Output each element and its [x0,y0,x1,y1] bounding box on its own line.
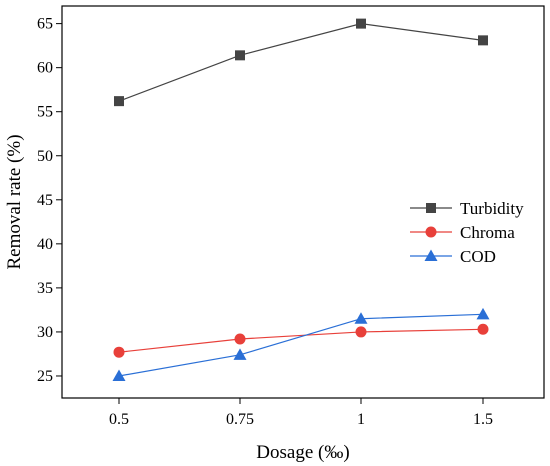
y-axis: 25 30 35 40 45 50 55 60 65 [37,16,62,385]
series-layer [112,18,490,381]
turbidity-line [118,23,484,102]
x-tick-label: 1.5 [473,411,493,428]
chroma-point [113,346,125,358]
chroma-point [355,326,367,338]
y-tick-label: 60 [37,60,53,77]
y-tick-label: 50 [37,148,53,165]
turbidity-point [478,35,488,46]
x-axis: 0.5 0.75 1 1.5 [109,398,493,428]
legend-item-cod: COD [410,247,496,266]
cod-point [354,312,368,324]
turbidity-point [356,18,366,29]
turbidity-point [114,96,124,107]
legend-swatch-marker [425,226,437,238]
chroma-point [477,323,489,335]
legend-item-turbidity: Turbidity [410,199,524,218]
cod-series [112,307,490,381]
x-tick-label: 0.75 [226,411,254,428]
chroma-point [234,333,246,345]
legend-label: COD [460,247,496,266]
cod-point [476,307,490,320]
x-axis-title: Dosage (‰) [256,442,349,463]
chroma-line [118,328,484,353]
y-axis-title: Removal rate (%) [4,134,25,269]
cod-line [118,313,484,377]
turbidity-series [114,18,488,107]
legend-label: Turbidity [460,199,524,218]
legend-label: Chroma [460,223,515,242]
y-tick-label: 40 [37,236,53,253]
legend: Turbidity Chroma COD [410,199,524,266]
legend-swatch-marker [424,249,438,261]
legend-swatch-marker [426,203,436,213]
x-tick-label: 0.5 [109,411,129,428]
chroma-series [113,323,489,358]
y-tick-label: 35 [37,280,53,297]
cod-point [233,348,247,360]
y-tick-label: 65 [37,16,53,33]
y-tick-label: 30 [37,324,53,341]
x-tick-label: 1 [357,411,365,428]
y-tick-label: 25 [37,368,53,385]
cod-point [112,369,126,381]
plot-frame [61,5,545,399]
y-tick-label: 55 [37,104,53,121]
y-tick-label: 45 [37,192,53,209]
legend-item-chroma: Chroma [410,223,515,242]
turbidity-point [235,50,245,61]
